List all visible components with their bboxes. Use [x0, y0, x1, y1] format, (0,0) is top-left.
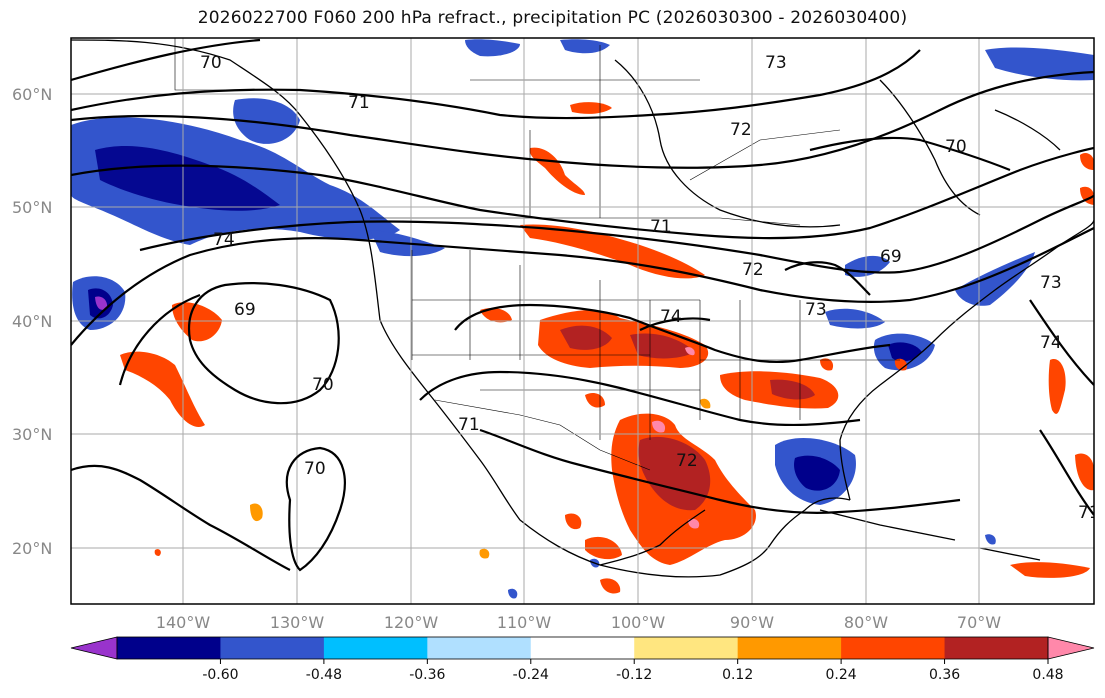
map-frame	[70, 37, 1095, 605]
contour-label: 73	[1040, 273, 1062, 293]
map-title: 2026022700 F060 200 hPa refract., precip…	[197, 8, 908, 28]
precip-positive-areas	[120, 102, 1094, 594]
contour-label: 73	[805, 300, 827, 320]
colorbar-tick-label: -0.48	[306, 667, 342, 683]
colorbar-segment	[737, 637, 842, 659]
contour-label: 71	[348, 93, 370, 113]
colorbar-outline	[116, 636, 1049, 660]
lat-label: 50°N	[12, 198, 52, 217]
contour-label: 72	[730, 120, 752, 140]
colorbar-segment	[634, 637, 739, 659]
contour-label: 70	[312, 375, 334, 395]
contour-label: 70	[304, 459, 326, 479]
colorbar-segment	[117, 637, 221, 659]
colorbar-tick-label: 0.36	[929, 667, 960, 683]
lat-label: 30°N	[12, 425, 52, 444]
contour-label: 71	[1078, 503, 1100, 523]
colorbar-tick-label: -0.60	[202, 667, 238, 683]
contour-label: 73	[765, 53, 787, 73]
lat-label: 20°N	[12, 539, 52, 558]
contour-label: 74	[1040, 333, 1062, 353]
lon-label: 80°W	[844, 613, 888, 632]
contour-label: 70	[945, 137, 967, 157]
colorbar-segment	[530, 637, 635, 659]
contour-label: 69	[234, 300, 256, 320]
contour-label: 70	[200, 53, 222, 73]
precip-negative-areas	[71, 39, 1094, 599]
colorbar-segment	[323, 637, 428, 659]
colorbar-extend-high	[1047, 636, 1095, 660]
colorbar: -0.60 -0.48 -0.36 -0.24 -0.12 0.12 0.24 0.36 0.4…	[70, 636, 1095, 683]
colorbar-segment	[427, 637, 532, 659]
longitude-labels: 140°W 130°W 120°W 110°W 100°W 90°W 80°W …	[156, 613, 1001, 632]
colorbar-extend-low	[70, 636, 118, 660]
lon-label: 130°W	[270, 613, 325, 632]
lon-label: 100°W	[611, 613, 666, 632]
lon-label: 120°W	[384, 613, 439, 632]
latitude-labels: 60°N 50°N 40°N 30°N 20°N	[12, 85, 52, 558]
colorbar-segment	[944, 637, 1049, 659]
colorbar-segment	[841, 637, 946, 659]
contour-label: 71	[650, 217, 672, 237]
refractivity-contours	[71, 38, 1094, 572]
contour-label: 72	[742, 260, 764, 280]
colorbar-tick-label: -0.24	[513, 667, 549, 683]
lon-label: 140°W	[156, 613, 211, 632]
lat-label: 40°N	[12, 312, 52, 331]
contour-labels: 70 71 72 73 74 69 70 70 71 71 72 73 74 6…	[200, 53, 1100, 523]
lon-label: 70°W	[957, 613, 1001, 632]
colorbar-tick-label: 0.48	[1032, 667, 1063, 683]
contour-label: 74	[213, 230, 235, 250]
contour-label: 74	[660, 307, 682, 327]
lon-label: 90°W	[730, 613, 774, 632]
colorbar-tick-label: 0.12	[722, 667, 753, 683]
contour-label: 69	[880, 247, 902, 267]
colorbar-tick-label: -0.12	[616, 667, 652, 683]
contour-label: 72	[676, 451, 698, 471]
colorbar-tick-label: -0.36	[409, 667, 445, 683]
lon-label: 110°W	[497, 613, 552, 632]
colorbar-tick-label: 0.24	[826, 667, 857, 683]
colorbar-segment	[220, 637, 325, 659]
lat-label: 60°N	[12, 85, 52, 104]
contour-label: 71	[458, 415, 480, 435]
